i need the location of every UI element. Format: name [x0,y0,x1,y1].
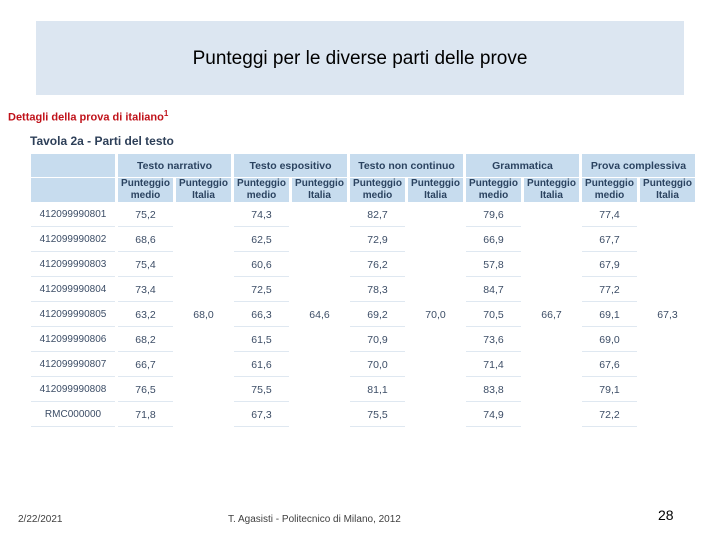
title-box [36,21,684,95]
group-header-row: Testo narrativo Testo espositivo Testo n… [31,154,695,177]
score-medio-cell: 74,9 [466,403,521,427]
score-medio-cell: 75,2 [118,203,173,227]
group-header-complessiva: Prova complessiva [582,154,695,177]
score-italia-cell: 68,0 [193,309,214,321]
score-medio-cell: 78,3 [350,278,405,302]
score-medio-cell: 71,4 [466,353,521,377]
score-medio-cell: 82,7 [350,203,405,227]
scores-table: Testo narrativo Testo espositivo Testo n… [28,153,698,428]
school-id-cell: 412099990807 [31,353,115,377]
score-medio-cell: 72,2 [582,403,637,427]
school-id-cell: 412099990805 [31,303,115,327]
page-number: 28 [658,507,674,523]
footer-date: 2/22/2021 [18,514,63,525]
sub-header-italia: Punteggio Italia [292,178,347,202]
school-id-cell: 412099990802 [31,228,115,252]
sub-header-medio: Punteggio medio [466,178,521,202]
table-row: 412099990801 75,2 68,0 74,3 64,6 82,7 70,0 79,6… [31,203,695,321]
score-medio-cell: 68,2 [118,328,173,352]
sub-header-medio: Punteggio medio [118,178,173,202]
score-medio-cell: 70,0 [350,353,405,377]
score-medio-cell: 75,5 [350,403,405,427]
table-title: Tavola 2a - Parti del testo [30,134,174,148]
sub-header-blank [31,178,115,202]
score-medio-cell: 81,1 [350,378,405,402]
school-id-cell: 412099990804 [31,278,115,302]
table-row: 412099990807 66,7 61,6 70,0 71,4 67,6 [31,353,695,377]
school-id-cell: 412099990806 [31,328,115,352]
sub-header-italia: Punteggio Italia [176,178,231,202]
section-note: 1 [163,109,169,118]
section-heading-text: Dettagli della prova di italiano [8,111,164,124]
group-header-grammatica: Grammatica [466,154,579,177]
score-medio-cell: 69,0 [582,328,637,352]
score-medio-cell: 79,6 [466,203,521,227]
score-medio-cell: 76,2 [350,253,405,277]
score-medio-cell: 79,1 [582,378,637,402]
sub-header-medio: Punteggio medio [582,178,637,202]
table-row: 412099990802 68,6 62,5 72,9 66,9 67,7 [31,228,695,252]
score-medio-cell: 67,9 [582,253,637,277]
score-medio-cell: 75,4 [118,253,173,277]
table-row: 412099990803 75,4 60,6 76,2 57,8 67,9 [31,253,695,277]
sub-header-italia: Punteggio Italia [640,178,695,202]
score-medio-cell: 67,3 [234,403,289,427]
score-medio-cell: 75,5 [234,378,289,402]
score-medio-cell: 67,7 [582,228,637,252]
table-row: 412099990804 73,4 72,5 78,3 84,7 77,2 [31,278,695,302]
school-id-cell: 412099990801 [31,203,115,227]
header-blank [31,154,115,177]
score-medio-cell: 69,1 [582,303,637,327]
sub-header-medio: Punteggio medio [234,178,289,202]
score-medio-cell: 83,8 [466,378,521,402]
score-medio-cell: 77,4 [582,203,637,227]
score-medio-cell: 70,5 [466,303,521,327]
score-medio-cell: 61,5 [234,328,289,352]
school-id-cell: 412099990803 [31,253,115,277]
score-medio-cell: 66,9 [466,228,521,252]
score-medio-cell: 66,7 [118,353,173,377]
score-medio-cell: 84,7 [466,278,521,302]
group-header-narrativo: Testo narrativo [118,154,231,177]
score-medio-cell: 61,6 [234,353,289,377]
group-header-non-continuo: Testo non continuo [350,154,463,177]
score-medio-cell: 63,2 [118,303,173,327]
slide-title: Punteggi per le diverse parti delle prov… [192,48,528,69]
score-italia-cell: 67,3 [657,309,678,321]
sub-header-italia: Punteggio Italia [524,178,579,202]
sub-header-medio: Punteggio medio [350,178,405,202]
score-italia-cell: 64,6 [309,309,330,321]
score-medio-cell: 68,6 [118,228,173,252]
score-medio-cell: 62,5 [234,228,289,252]
score-medio-cell: 69,2 [350,303,405,327]
table-row: 412099990805 63,2 66,3 69,2 70,5 69,1 [31,303,695,327]
score-medio-cell: 60,6 [234,253,289,277]
score-medio-cell: 66,3 [234,303,289,327]
score-medio-cell: 73,6 [466,328,521,352]
school-id-cell: 412099990808 [31,378,115,402]
score-medio-cell: 76,5 [118,378,173,402]
score-medio-cell: 72,9 [350,228,405,252]
score-medio-cell: 77,2 [582,278,637,302]
sub-header-italia: Punteggio Italia [408,178,463,202]
score-medio-cell: 71,8 [118,403,173,427]
score-medio-cell: 72,5 [234,278,289,302]
score-medio-cell: 73,4 [118,278,173,302]
score-medio-cell: 67,6 [582,353,637,377]
group-header-espositivo: Testo espositivo [234,154,347,177]
score-medio-cell: 57,8 [466,253,521,277]
footer-author: T. Agasisti - Politecnico di Milano, 201… [228,514,401,525]
score-medio-cell: 70,9 [350,328,405,352]
section-heading: Dettagli della prova di italiano1 [8,109,168,124]
table-row: 412099990806 68,2 61,5 70,9 73,6 69,0 [31,328,695,352]
score-medio-cell: 74,3 [234,203,289,227]
score-italia-cell: 70,0 [425,309,446,321]
table-row: 412099990808 76,5 75,5 81,1 83,8 79,1 [31,378,695,402]
school-id-cell: RMC000000 [31,403,115,427]
sub-header-row: Punteggio medio Punteggio Italia Puntegg… [31,178,695,202]
table-row: RMC000000 71,8 67,3 75,5 74,9 72,2 [31,403,695,427]
score-italia-cell: 66,7 [541,309,562,321]
